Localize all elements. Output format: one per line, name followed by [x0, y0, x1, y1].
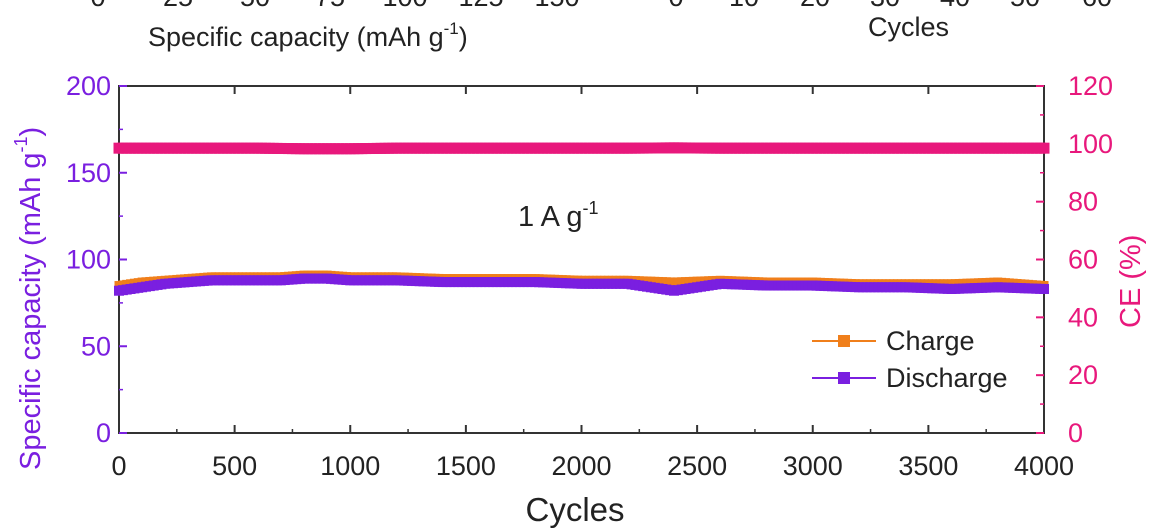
x-tick-label: 1000: [320, 451, 380, 481]
legend: Charge Discharge: [812, 326, 1008, 393]
x-tick-label: 3500: [898, 451, 958, 481]
top-right-tick-labels: 0 10 20 30 40 50 60: [668, 0, 1112, 12]
top-left-tick-label: 0: [90, 0, 105, 12]
discharge-point: [1039, 283, 1049, 294]
series-discharge: [114, 273, 1049, 296]
top-right-tick-label: 60: [1082, 0, 1112, 12]
y2-tick-label: 40: [1068, 302, 1098, 332]
top-left-tick-label: 100: [382, 0, 427, 12]
x-tick-label: 500: [212, 451, 257, 481]
y-tick-label: 200: [66, 71, 111, 101]
top-right-tick-label: 40: [940, 0, 970, 12]
top-right-tick-label: 50: [1010, 0, 1040, 12]
top-left-tick-label: 50: [240, 0, 270, 12]
y-tick-label: 150: [66, 158, 111, 188]
current-density-annotation: 1 A g-1: [518, 198, 599, 233]
x-tick-label: 1500: [436, 451, 496, 481]
top-right-tick-label: 10: [729, 0, 759, 12]
y-tick-label: 100: [66, 245, 111, 275]
y2-tick-label: 120: [1068, 71, 1113, 101]
top-right-tick-label: 20: [800, 0, 830, 12]
top-right-tick-label: 30: [870, 0, 900, 12]
top-right-xlabel: Cycles: [868, 12, 949, 42]
legend-discharge-marker: [838, 372, 850, 384]
y2-axis-title: CE (%): [1115, 235, 1147, 328]
y-tick-label: 0: [96, 418, 111, 448]
x-tick-label: 4000: [1014, 451, 1074, 481]
legend-discharge-label: Discharge: [886, 363, 1008, 393]
x-tick-label: 2500: [667, 451, 727, 481]
y2-tick-label: 80: [1068, 187, 1098, 217]
y-tick-label: 50: [81, 331, 111, 361]
legend-charge-marker: [838, 335, 850, 347]
y-axis-title: Specific capacity (mAh g-1): [11, 127, 47, 470]
top-left-tick-labels: 0 25 50 75 100 125 150: [90, 0, 579, 12]
x-tick-label: 0: [111, 451, 126, 481]
axis-ticks: 0 500 1000 1500 2000 2500 3000 3500 400005010015…: [66, 71, 1113, 481]
x-tick-label: 3000: [783, 451, 843, 481]
series-ce: [113, 142, 1050, 155]
y2-tick-label: 100: [1068, 129, 1113, 159]
top-left-tick-label: 25: [163, 0, 193, 12]
top-left-xlabel: Specific capacity (mAh g-1): [148, 19, 468, 52]
series-layer: [113, 142, 1050, 296]
legend-charge-label: Charge: [886, 326, 975, 356]
y2-tick-label: 20: [1068, 360, 1098, 390]
y2-tick-label: 0: [1068, 418, 1083, 448]
ce-point: [1038, 142, 1050, 154]
top-right-tick-label: 0: [668, 0, 683, 12]
y2-tick-label: 60: [1068, 245, 1098, 275]
top-left-tick-label: 125: [458, 0, 503, 12]
top-left-tick-label: 75: [315, 0, 345, 12]
x-tick-label: 2000: [551, 451, 611, 481]
top-left-tick-label: 150: [534, 0, 579, 12]
x-axis-title: Cycles: [525, 491, 624, 528]
